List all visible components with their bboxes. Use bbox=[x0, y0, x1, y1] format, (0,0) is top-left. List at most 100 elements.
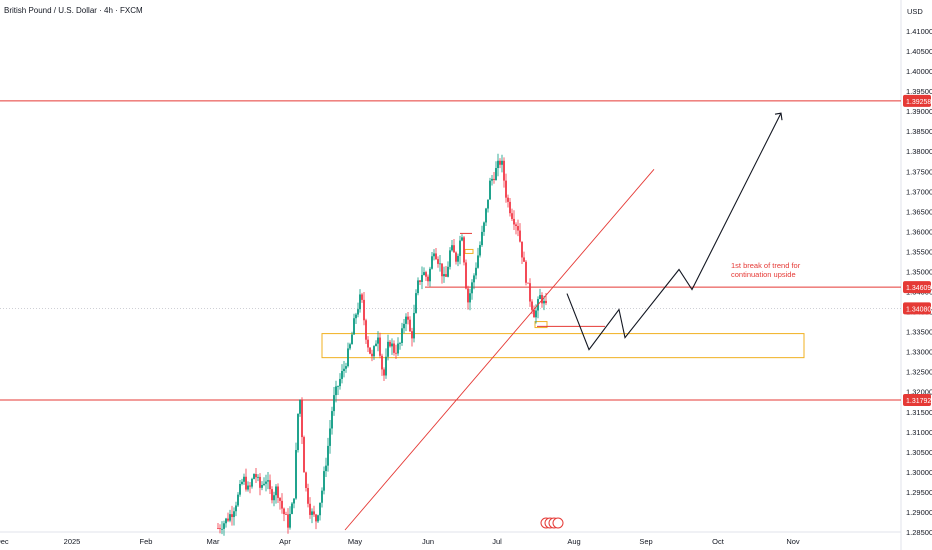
candle-body bbox=[493, 178, 495, 181]
candle-body bbox=[273, 495, 275, 501]
candle-body bbox=[257, 476, 259, 478]
price-badge-label: 1.39258 bbox=[906, 99, 931, 106]
annotation-line-1: 1st break of trend for bbox=[731, 261, 801, 270]
y-tick-label: 1.29000 bbox=[906, 508, 932, 517]
y-tick-label: 1.31500 bbox=[906, 408, 932, 417]
candle-body bbox=[447, 266, 449, 277]
candle-body bbox=[441, 263, 443, 277]
annotation-line-2: continuation upside bbox=[731, 270, 796, 279]
y-tick-label: 1.35500 bbox=[906, 247, 932, 256]
candle-body bbox=[277, 486, 279, 498]
projection-path[interactable] bbox=[566, 112, 782, 351]
candle-body bbox=[349, 344, 351, 349]
candle-body bbox=[503, 160, 505, 181]
candle-body bbox=[237, 494, 239, 506]
candle-body bbox=[423, 272, 425, 276]
candle-body bbox=[427, 276, 429, 282]
candle-body bbox=[455, 252, 457, 262]
candle-body bbox=[259, 476, 261, 488]
y-tick-label: 1.36000 bbox=[906, 227, 932, 236]
candle-body bbox=[541, 295, 543, 304]
candle-body bbox=[417, 280, 419, 294]
candle-body bbox=[227, 518, 229, 521]
x-tick-label: Oct bbox=[712, 537, 725, 546]
candle-body bbox=[399, 342, 401, 344]
candle-body bbox=[359, 294, 361, 310]
candle-body bbox=[235, 505, 237, 512]
candle-body bbox=[539, 295, 541, 300]
candle-body bbox=[421, 275, 423, 282]
candle-body bbox=[317, 515, 319, 522]
candle-body bbox=[343, 368, 345, 372]
candle-body bbox=[531, 301, 533, 310]
candle-body bbox=[393, 343, 395, 353]
candle-body bbox=[453, 245, 455, 253]
candle-body bbox=[411, 331, 413, 339]
candle-body bbox=[507, 197, 509, 202]
candle-body bbox=[383, 369, 385, 376]
candle-body bbox=[379, 337, 381, 356]
candle-body bbox=[361, 294, 363, 300]
candle-body bbox=[433, 253, 435, 257]
small-zone[interactable] bbox=[464, 248, 474, 254]
candle-body bbox=[451, 245, 453, 251]
y-tick-label: 1.31000 bbox=[906, 428, 932, 437]
candle-body bbox=[225, 518, 227, 524]
candle-body bbox=[481, 231, 483, 246]
candle-body bbox=[319, 502, 321, 516]
candle-body bbox=[461, 237, 463, 241]
candle-body bbox=[377, 337, 379, 344]
candle-body bbox=[339, 378, 341, 387]
x-tick-label: Dec bbox=[0, 537, 9, 546]
candle-body bbox=[477, 255, 479, 268]
candle-body bbox=[269, 480, 271, 490]
candle-body bbox=[223, 523, 225, 529]
candle-body bbox=[495, 168, 497, 181]
y-tick-label: 1.33000 bbox=[906, 348, 932, 357]
x-tick-label: Nov bbox=[786, 537, 800, 546]
y-tick-label: 1.37500 bbox=[906, 167, 932, 176]
small-zone[interactable] bbox=[534, 321, 548, 329]
y-tick-label: 1.39500 bbox=[906, 87, 932, 96]
candle-body bbox=[275, 486, 277, 496]
trendline[interactable] bbox=[344, 168, 655, 531]
candle-body bbox=[473, 275, 475, 283]
x-tick-label: Apr bbox=[279, 537, 291, 546]
candle-body bbox=[297, 413, 299, 451]
candle-body bbox=[519, 230, 521, 242]
y-tick-label: 1.33500 bbox=[906, 328, 932, 337]
x-tick-label: Mar bbox=[207, 537, 220, 546]
candle-body bbox=[287, 514, 289, 528]
candle-body bbox=[527, 282, 529, 284]
candle-body bbox=[299, 399, 301, 414]
candle-body bbox=[439, 263, 441, 265]
event-icons[interactable] bbox=[540, 517, 564, 529]
candle-body bbox=[497, 160, 499, 169]
y-tick-label: 1.40500 bbox=[906, 47, 932, 56]
candle-body bbox=[395, 352, 397, 354]
candle-body bbox=[459, 240, 461, 256]
price-badge bbox=[903, 302, 931, 315]
candle-body bbox=[391, 343, 393, 347]
candle-body bbox=[483, 222, 485, 232]
x-tick-label: Sep bbox=[639, 537, 652, 546]
candle-body bbox=[479, 245, 481, 256]
x-tick-label: Aug bbox=[567, 537, 580, 546]
candle-body bbox=[241, 481, 243, 484]
candle-body bbox=[419, 280, 421, 282]
candle-body bbox=[355, 314, 357, 319]
candle-body bbox=[397, 343, 399, 354]
candle-body bbox=[251, 478, 253, 487]
candle-body bbox=[529, 283, 531, 302]
y-tick-label: 1.28500 bbox=[906, 528, 932, 537]
demand-zone[interactable] bbox=[321, 333, 805, 359]
candle-body bbox=[485, 208, 487, 223]
candle-body bbox=[515, 224, 517, 227]
candle-body bbox=[283, 508, 285, 515]
candle-body bbox=[267, 480, 269, 482]
projection-arrowhead bbox=[774, 112, 783, 121]
candle-body bbox=[437, 259, 439, 264]
candle-body bbox=[265, 481, 267, 484]
candle-body bbox=[465, 262, 467, 289]
candle-body bbox=[219, 528, 221, 529]
